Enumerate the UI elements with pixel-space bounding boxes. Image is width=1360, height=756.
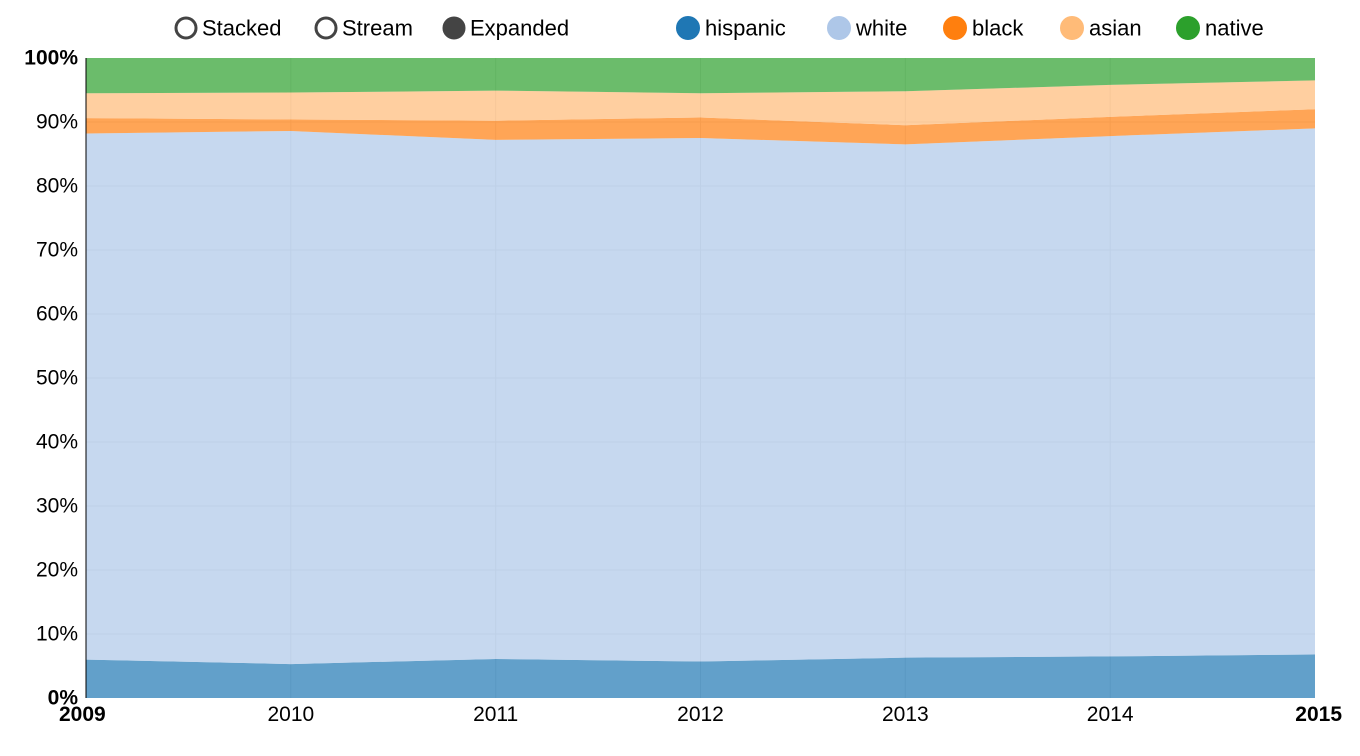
y-tick-label: 0% — [48, 687, 79, 710]
y-tick-label: 90% — [36, 111, 78, 134]
y-tick-label: 80% — [36, 175, 78, 198]
legend-label: white — [855, 16, 907, 41]
legend-layer: hispanic white black asian native — [676, 16, 1264, 41]
legend-marker-icon — [943, 16, 967, 40]
control-stacked[interactable]: Stacked — [174, 16, 282, 41]
legend-item-asian[interactable]: asian — [1060, 16, 1142, 41]
y-tick-label: 30% — [36, 495, 78, 518]
x-tick-label: 2010 — [267, 703, 314, 726]
axis-layer: 0% 10% 20% 30% 40% 50% 60% 70% 80% 90% 100% 2009 201… — [24, 47, 1342, 727]
control-radio-icon — [314, 16, 338, 40]
control-label: Stacked — [202, 16, 282, 41]
legend-label: hispanic — [705, 16, 786, 41]
controls-layer: Stacked Stream Expanded — [174, 16, 569, 41]
legend-marker-icon — [827, 16, 851, 40]
x-tick-label: 2012 — [677, 703, 724, 726]
legend-label: asian — [1089, 16, 1142, 41]
control-radio-icon — [442, 16, 466, 40]
control-label: Stream — [342, 16, 413, 41]
area-hispanic[interactable] — [86, 654, 1315, 698]
x-tick-label: 2013 — [882, 703, 929, 726]
y-tick-label: 100% — [24, 47, 78, 70]
legend-item-native[interactable]: native — [1176, 16, 1264, 41]
control-radio-icon — [174, 16, 198, 40]
y-tick-label: 70% — [36, 239, 78, 262]
control-label: Expanded — [470, 16, 569, 41]
legend-marker-icon — [676, 16, 700, 40]
y-tick-label: 50% — [36, 367, 78, 390]
control-stream[interactable]: Stream — [314, 16, 413, 41]
x-tick-label: 2015 — [1295, 703, 1342, 726]
control-expanded[interactable]: Expanded — [442, 16, 569, 41]
area-black[interactable] — [86, 109, 1315, 145]
x-tick-label: 2011 — [473, 703, 518, 726]
area-native[interactable] — [86, 58, 1315, 94]
legend-marker-icon — [1176, 16, 1200, 40]
y-tick-label: 10% — [36, 623, 78, 646]
x-tick-label: 2009 — [59, 703, 106, 726]
legend-item-hispanic[interactable]: hispanic — [676, 16, 786, 41]
legend-item-white[interactable]: white — [827, 16, 908, 41]
legend-label: native — [1205, 16, 1264, 41]
area-white[interactable] — [86, 128, 1315, 665]
legend-marker-icon — [1060, 16, 1084, 40]
legend-item-black[interactable]: black — [943, 16, 1025, 41]
y-tick-label: 40% — [36, 431, 78, 454]
y-tick-label: 20% — [36, 559, 78, 582]
x-tick-label: 2014 — [1087, 703, 1134, 726]
legend-label: black — [972, 16, 1024, 41]
y-tick-label: 60% — [36, 303, 78, 326]
area-layer — [86, 58, 1315, 698]
